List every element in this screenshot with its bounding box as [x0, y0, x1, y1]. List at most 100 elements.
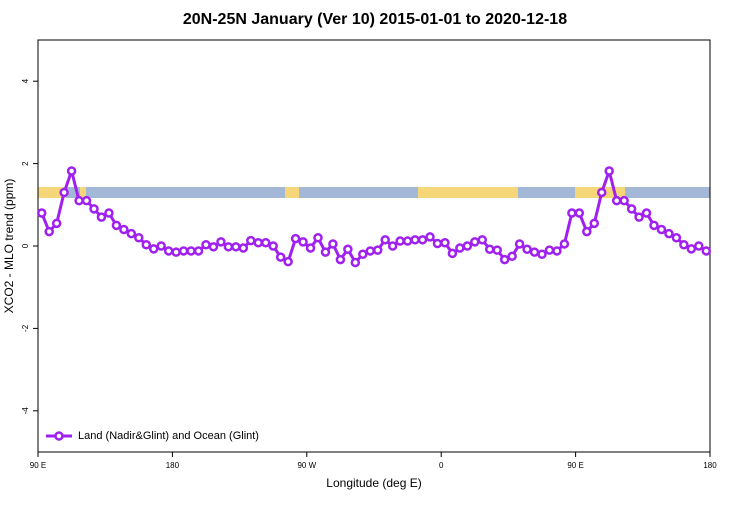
data-point [462, 241, 473, 251]
y-tick-label: -2 [21, 324, 30, 332]
data-point [148, 244, 159, 254]
data-point [290, 233, 301, 244]
data-point [537, 249, 547, 259]
map-strip [38, 187, 710, 198]
data-point [231, 242, 241, 252]
data-point [694, 241, 704, 251]
data-point [656, 224, 667, 235]
data-point [552, 246, 562, 256]
data-point [559, 239, 570, 249]
data-point [156, 241, 166, 251]
data-point [119, 224, 129, 235]
data-point [51, 218, 62, 229]
data-point [477, 235, 488, 245]
data-point [544, 245, 555, 255]
data-point [455, 243, 465, 253]
data-point [425, 232, 435, 242]
data-point [193, 246, 204, 256]
data-point [275, 252, 286, 262]
data-point [507, 251, 517, 262]
data-point [111, 220, 122, 231]
data-point [216, 237, 226, 247]
data-point [641, 208, 652, 218]
data-point [343, 244, 353, 255]
data-point [410, 235, 420, 245]
data-point [335, 254, 346, 265]
data-point [81, 195, 92, 206]
x-tick-label: 90 W [297, 461, 316, 470]
data-point [589, 218, 600, 229]
y-tick-label: 2 [21, 161, 30, 166]
y-axis-label: XCO2 - MLO trend (ppm) [2, 179, 16, 314]
data-point [44, 226, 54, 237]
data-point [649, 220, 659, 231]
data-point [350, 257, 361, 268]
data-point [522, 244, 532, 255]
data-point [104, 208, 114, 218]
x-tick-label: 0 [439, 461, 444, 470]
chart-title: 20N-25N January (Ver 10) 2015-01-01 to 2… [183, 11, 567, 28]
data-point [626, 204, 637, 214]
data-point [74, 195, 84, 206]
data-point [440, 237, 450, 248]
data-point [253, 237, 264, 248]
data-point [328, 239, 338, 249]
data-point [402, 236, 413, 246]
y-tick-label: -4 [21, 407, 30, 415]
data-point [447, 248, 458, 259]
data-point [417, 235, 428, 245]
data-point [89, 204, 99, 214]
data-point [283, 256, 293, 267]
data-point [238, 243, 249, 253]
data-point [514, 239, 525, 249]
data-point [380, 235, 390, 245]
data-point [567, 208, 577, 218]
data-point [96, 212, 107, 222]
data-point [634, 212, 644, 222]
data-point [320, 247, 331, 257]
data-point [171, 247, 181, 257]
data-point [679, 240, 689, 250]
data-point [186, 246, 196, 256]
data-point [395, 236, 405, 246]
data-point [499, 254, 510, 265]
data-point [470, 237, 480, 247]
data-point [163, 246, 174, 256]
data-point [36, 208, 47, 218]
data-point [574, 208, 585, 218]
data-point [529, 247, 540, 257]
x-tick-label: 180 [703, 461, 717, 470]
data-point [484, 244, 495, 255]
data-point [59, 187, 69, 198]
data-point [365, 246, 376, 256]
data-point [268, 241, 278, 251]
data-point [66, 166, 77, 176]
plot-frame [37, 39, 711, 453]
data-point [619, 195, 629, 206]
data-point [305, 243, 316, 253]
data-point [260, 237, 271, 248]
y-tick-label: 0 [21, 243, 30, 248]
data-point [134, 233, 144, 243]
x-tick-label: 90 E [30, 461, 46, 470]
data-point [604, 166, 614, 176]
data-point [664, 228, 674, 239]
data-point [596, 187, 607, 198]
data-point [671, 233, 682, 243]
legend-label: Land (Nadir&Glint) and Ocean (Glint) [78, 430, 259, 442]
data-point [208, 242, 219, 252]
data-point [686, 244, 697, 254]
data-point [611, 195, 622, 206]
data-point [372, 245, 383, 255]
data-point [246, 235, 256, 246]
data-point [582, 226, 592, 237]
y-tick-label: 4 [21, 78, 30, 83]
legend-marker [54, 431, 64, 441]
data-point [387, 241, 398, 251]
x-axis-label: Longitude (deg E) [326, 476, 421, 490]
data-point [492, 245, 502, 255]
data-point [126, 228, 137, 239]
data-point [313, 233, 323, 243]
data-point [178, 246, 189, 256]
